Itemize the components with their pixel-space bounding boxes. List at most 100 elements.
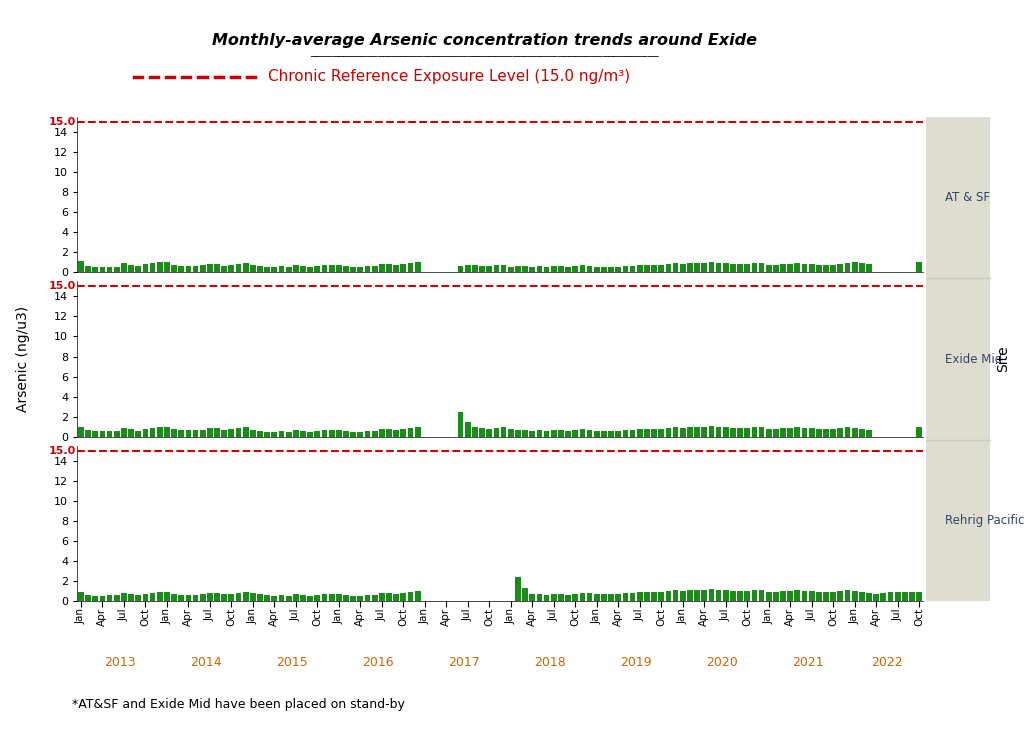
Bar: [358, 432, 363, 437]
Bar: [866, 593, 872, 601]
Text: Exide Mid: Exide Mid: [945, 353, 1002, 365]
Bar: [393, 265, 399, 272]
Bar: [186, 596, 191, 601]
Bar: [623, 593, 628, 601]
Bar: [414, 426, 421, 437]
Bar: [844, 263, 851, 272]
Bar: [917, 426, 922, 437]
Text: 2020: 2020: [706, 656, 738, 669]
Bar: [543, 267, 550, 272]
Bar: [701, 426, 707, 437]
Bar: [716, 263, 722, 272]
Bar: [529, 594, 535, 601]
Bar: [214, 428, 220, 437]
Bar: [837, 428, 843, 437]
Bar: [86, 596, 91, 601]
Bar: [508, 429, 513, 437]
Text: 2016: 2016: [363, 656, 394, 669]
Bar: [106, 596, 112, 601]
Bar: [365, 431, 370, 437]
Bar: [407, 428, 413, 437]
Bar: [329, 594, 334, 601]
Bar: [78, 426, 84, 437]
Bar: [780, 264, 786, 272]
Bar: [257, 266, 263, 272]
Bar: [608, 594, 613, 601]
Bar: [243, 593, 248, 601]
Bar: [637, 265, 642, 272]
Bar: [730, 428, 736, 437]
Bar: [193, 596, 198, 601]
Bar: [529, 267, 535, 272]
Bar: [572, 429, 578, 437]
Bar: [830, 593, 836, 601]
Bar: [157, 593, 163, 601]
Bar: [579, 593, 586, 601]
Bar: [487, 266, 492, 272]
Bar: [551, 429, 557, 437]
Bar: [293, 594, 299, 601]
Bar: [516, 266, 521, 272]
Bar: [100, 596, 105, 601]
Bar: [701, 590, 707, 601]
Bar: [178, 266, 185, 272]
Text: *AT&SF and Exide Mid have been placed on stand-by: *AT&SF and Exide Mid have been placed on…: [72, 698, 405, 711]
Bar: [880, 593, 887, 601]
Bar: [501, 265, 506, 272]
Bar: [236, 264, 241, 272]
Bar: [508, 267, 513, 272]
Bar: [694, 426, 700, 437]
Bar: [565, 267, 571, 272]
Bar: [113, 596, 120, 601]
Bar: [687, 263, 693, 272]
Bar: [78, 261, 84, 272]
Bar: [200, 429, 205, 437]
Bar: [336, 429, 341, 437]
Bar: [322, 594, 328, 601]
Bar: [852, 262, 858, 272]
Bar: [293, 429, 299, 437]
Bar: [708, 589, 714, 601]
Bar: [322, 429, 328, 437]
Bar: [558, 266, 564, 272]
Bar: [679, 264, 686, 272]
Bar: [716, 590, 722, 601]
Bar: [365, 266, 370, 272]
Bar: [852, 428, 858, 437]
Bar: [222, 266, 227, 272]
Bar: [200, 265, 205, 272]
Bar: [623, 266, 628, 272]
Bar: [637, 429, 642, 437]
Bar: [536, 266, 542, 272]
Text: 2013: 2013: [104, 656, 136, 669]
Bar: [387, 593, 392, 601]
Bar: [271, 432, 277, 437]
Text: ______________________________________________________________: ________________________________________…: [310, 47, 659, 58]
Bar: [730, 591, 736, 601]
Bar: [121, 593, 127, 601]
Bar: [322, 265, 328, 272]
Bar: [516, 577, 521, 601]
Bar: [336, 265, 341, 272]
Bar: [171, 429, 177, 437]
Bar: [264, 596, 270, 601]
Bar: [372, 431, 377, 437]
Bar: [837, 591, 843, 601]
Bar: [802, 428, 807, 437]
Bar: [687, 590, 693, 601]
Bar: [659, 429, 664, 437]
Bar: [866, 264, 872, 272]
Bar: [207, 428, 212, 437]
Text: Arsenic (ng/u3): Arsenic (ng/u3): [15, 306, 30, 412]
Bar: [630, 593, 635, 601]
Bar: [465, 265, 471, 272]
Bar: [379, 593, 385, 601]
Bar: [243, 426, 248, 437]
Bar: [494, 428, 499, 437]
Bar: [859, 593, 865, 601]
Bar: [730, 264, 736, 272]
Bar: [608, 267, 613, 272]
Bar: [278, 596, 285, 601]
Bar: [243, 263, 248, 272]
Bar: [250, 593, 256, 601]
